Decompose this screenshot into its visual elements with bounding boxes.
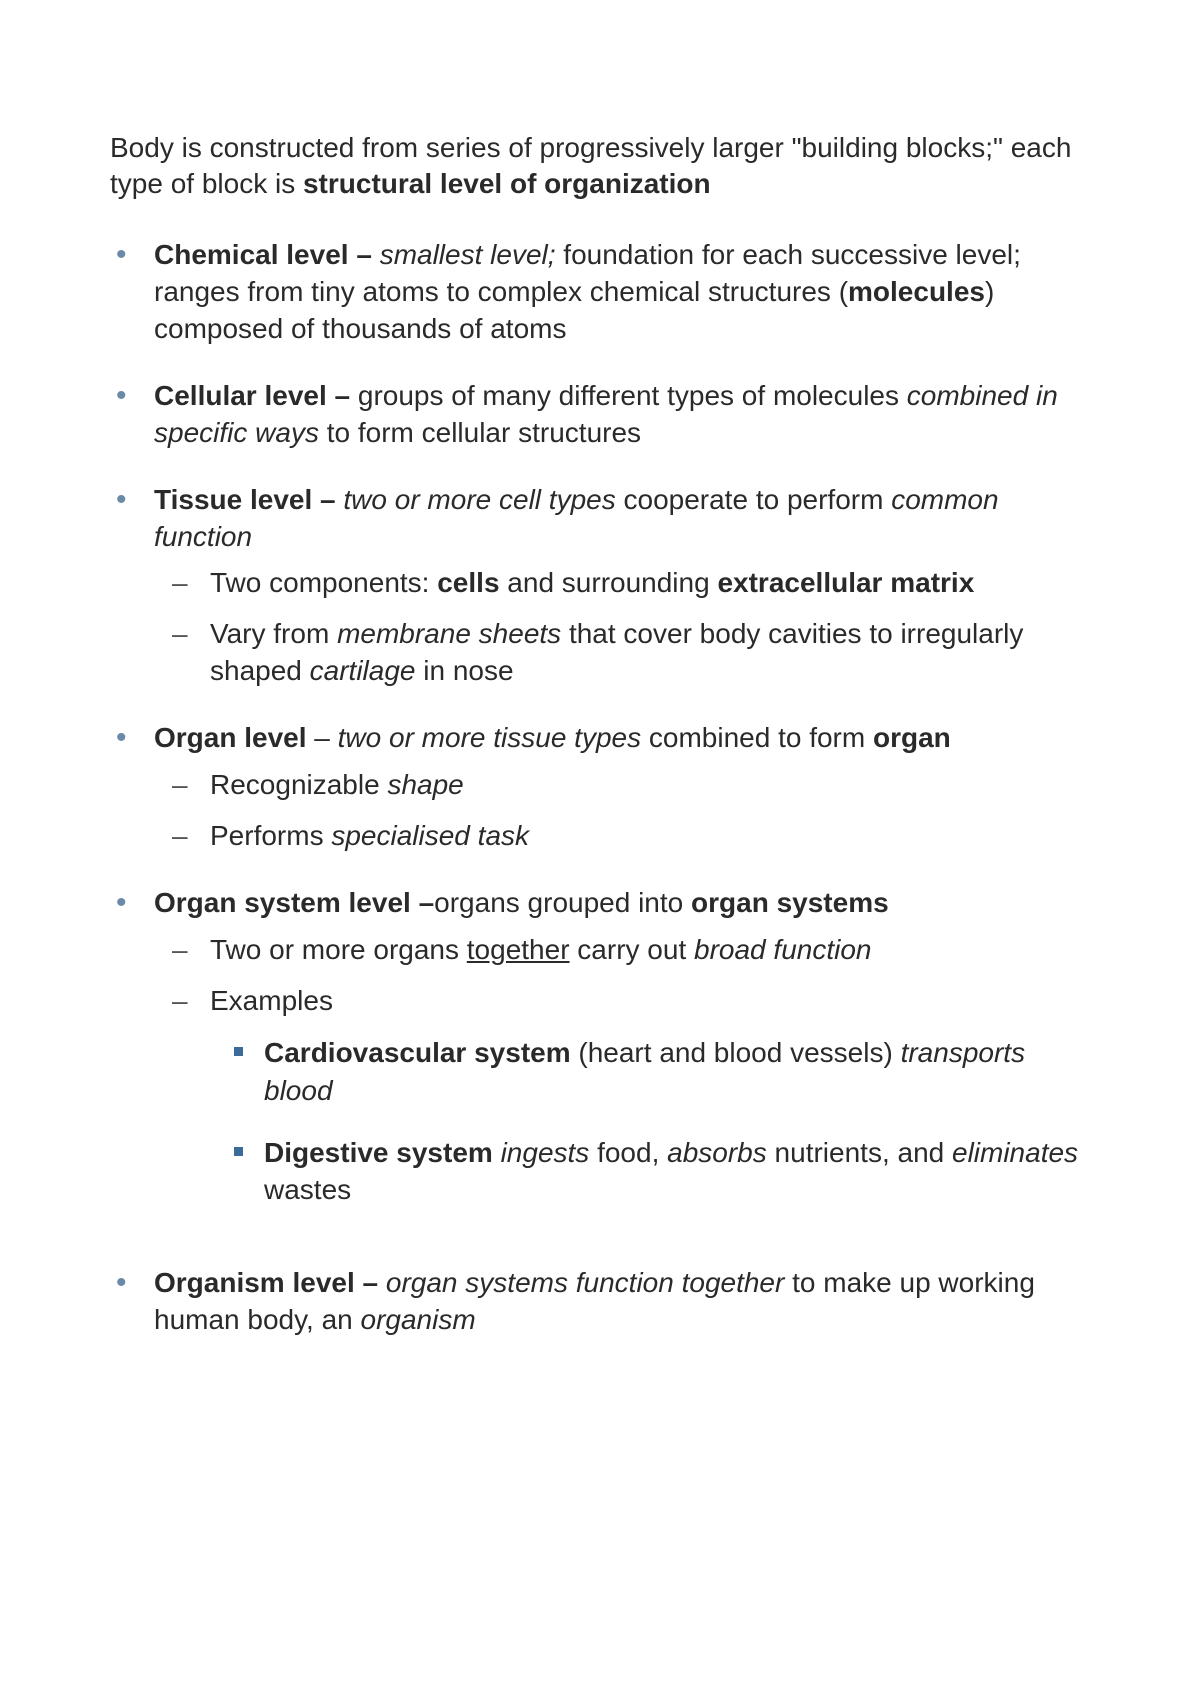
example-digestive: Digestive system ingests food, absorbs n… (210, 1134, 1090, 1210)
ex1-title: Cardiovascular system (264, 1037, 571, 1068)
system-sublist: Two or more organs together carry out br… (154, 932, 1090, 1209)
system-sub1: Two or more organs together carry out br… (154, 932, 1090, 969)
system-title: Organ system level – (154, 887, 434, 918)
ex2-b (493, 1137, 501, 1168)
cellular-title: Cellular level – (154, 380, 358, 411)
organ-sub1: Recognizable shape (154, 767, 1090, 804)
organ-sub2-a: Performs (210, 820, 331, 851)
tissue-sub1-ecm: extracellular matrix (717, 567, 974, 598)
tissue-sub2: Vary from membrane sheets that cover bod… (154, 616, 1090, 690)
tissue-title: Tissue level – (154, 484, 343, 515)
tissue-sub2-a: Vary from (210, 618, 337, 649)
cellular-tail: to form cellular structures (319, 417, 641, 448)
organism-function: organ systems function together (386, 1267, 784, 1298)
system-sub2-a: Examples (210, 985, 333, 1016)
tissue-text: cooperate to perform (616, 484, 891, 515)
example-cardio: Cardiovascular system (heart and blood v… (210, 1034, 1090, 1110)
ex2-title: Digestive system (264, 1137, 493, 1168)
organ-bold: organ (873, 722, 951, 753)
item-organ: Organ level – two or more tissue types c… (110, 720, 1090, 855)
ex2-f: nutrients, and (767, 1137, 952, 1168)
organ-sub2: Performs specialised task (154, 818, 1090, 855)
tissue-twoormore: two or more cell types (343, 484, 615, 515)
item-organism: Organism level – organ systems function … (110, 1265, 1090, 1339)
ex2-h: wastes (264, 1174, 351, 1205)
tissue-sub2-cartilage: cartilage (310, 655, 416, 686)
organ-sub2-task: specialised task (331, 820, 529, 851)
tissue-sub1: Two components: cells and surrounding ex… (154, 565, 1090, 602)
ex2-ingests: ingests (501, 1137, 590, 1168)
item-chemical: Chemical level – smallest level; foundat… (110, 237, 1090, 348)
main-list: Chemical level – smallest level; foundat… (110, 237, 1090, 1339)
tissue-sub2-e: in nose (415, 655, 513, 686)
intro-paragraph: Body is constructed from series of progr… (110, 130, 1090, 203)
organ-dash: – (307, 722, 338, 753)
item-system: Organ system level –organs grouped into … (110, 885, 1090, 1209)
system-text: organs grouped into (434, 887, 691, 918)
system-examples: Cardiovascular system (heart and blood v… (210, 1034, 1090, 1209)
organ-sub1-a: Recognizable (210, 769, 387, 800)
system-sub1-broad: broad function (694, 934, 871, 965)
ex2-d: food, (589, 1137, 667, 1168)
tissue-sub2-membrane: membrane sheets (337, 618, 561, 649)
system-sub1-together: together (467, 934, 570, 965)
chemical-molecules: molecules (848, 276, 985, 307)
item-cellular: Cellular level – groups of many differen… (110, 378, 1090, 452)
ex2-eliminates: eliminates (952, 1137, 1078, 1168)
tissue-sub1-c: and surrounding (500, 567, 718, 598)
system-sub1-c: carry out (570, 934, 694, 965)
tissue-sub1-cells: cells (437, 567, 499, 598)
chemical-title: Chemical level – (154, 239, 380, 270)
ex2-absorbs: absorbs (667, 1137, 767, 1168)
item-tissue: Tissue level – two or more cell types co… (110, 482, 1090, 691)
ex1-paren: (heart and blood vessels) (571, 1037, 901, 1068)
organ-twoormore: two or more tissue types (338, 722, 641, 753)
organ-sub1-shape: shape (387, 769, 463, 800)
organ-sublist: Recognizable shape Performs specialised … (154, 767, 1090, 855)
chemical-smallest: smallest level; (380, 239, 556, 270)
organism-title: Organism level – (154, 1267, 386, 1298)
system-bold: organ systems (691, 887, 889, 918)
intro-bold: structural level of organization (303, 168, 711, 199)
organ-text: combined to form (641, 722, 873, 753)
organ-title: Organ level (154, 722, 307, 753)
tissue-sublist: Two components: cells and surrounding ex… (154, 565, 1090, 690)
system-sub1-a: Two or more organs (210, 934, 467, 965)
system-sub2: Examples Cardiovascular system (heart an… (154, 983, 1090, 1209)
organism-word: organism (361, 1304, 476, 1335)
cellular-text1: groups of many different types of molecu… (358, 380, 907, 411)
tissue-sub1-a: Two components: (210, 567, 437, 598)
